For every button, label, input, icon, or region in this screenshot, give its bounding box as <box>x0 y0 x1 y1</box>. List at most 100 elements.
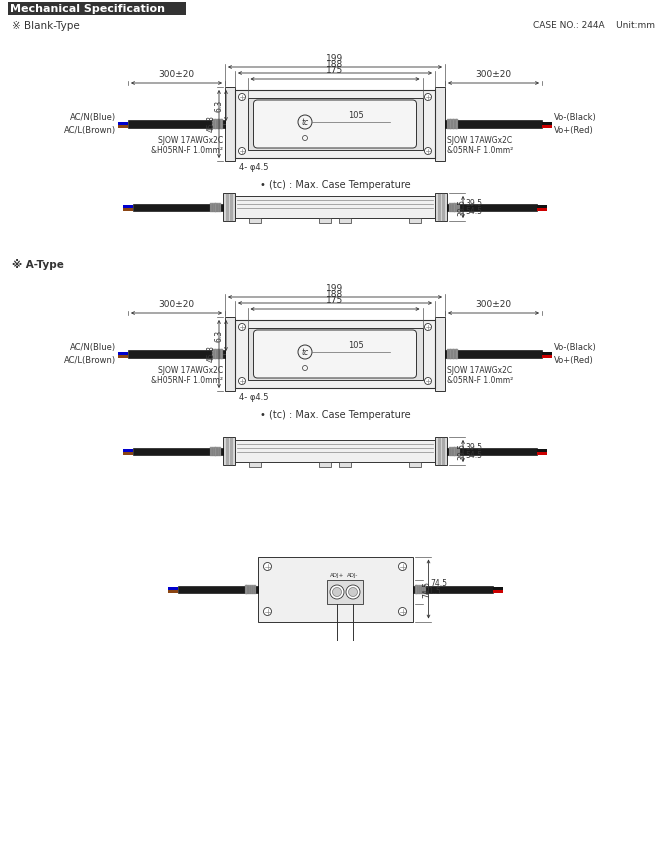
FancyBboxPatch shape <box>253 330 417 378</box>
Bar <box>225 317 235 391</box>
Bar <box>542 122 552 125</box>
Bar <box>225 87 235 161</box>
Text: 74.5: 74.5 <box>431 580 448 588</box>
Text: AC/L(Brown): AC/L(Brown) <box>64 356 116 365</box>
Circle shape <box>263 608 271 615</box>
Text: SJOW 17AWGx2C
&H05RN-F 1.0mm²: SJOW 17AWGx2C &H05RN-F 1.0mm² <box>151 136 223 155</box>
Text: 54.5: 54.5 <box>465 451 482 459</box>
Text: 21.5: 21.5 <box>425 587 442 597</box>
Circle shape <box>425 148 431 154</box>
Bar <box>423 585 425 593</box>
Bar <box>128 120 225 128</box>
Bar <box>452 119 454 129</box>
Bar <box>454 203 456 212</box>
Bar <box>221 349 223 359</box>
Bar <box>123 208 133 210</box>
Bar <box>448 349 450 359</box>
Text: 188: 188 <box>326 290 344 299</box>
Bar <box>133 447 223 455</box>
Bar <box>409 218 421 223</box>
Circle shape <box>330 585 344 599</box>
Bar <box>245 585 247 593</box>
Text: SJOW 17AWGx2C
&05RN-F 1.0mm²: SJOW 17AWGx2C &05RN-F 1.0mm² <box>447 136 513 155</box>
Bar <box>448 119 450 129</box>
Bar <box>456 446 458 456</box>
Text: Vo-(Black): Vo-(Black) <box>554 113 597 122</box>
Bar <box>253 585 255 593</box>
Bar <box>118 355 128 358</box>
Text: AC/N(Blue): AC/N(Blue) <box>70 343 116 352</box>
Bar <box>435 437 447 465</box>
Text: AC/L(Brown): AC/L(Brown) <box>64 126 116 135</box>
Bar <box>118 352 128 354</box>
Bar <box>212 119 214 129</box>
Bar <box>8 2 186 15</box>
Text: 4- φ4.5: 4- φ4.5 <box>239 163 269 172</box>
Bar <box>435 193 447 221</box>
Circle shape <box>425 377 431 385</box>
Text: 300±20: 300±20 <box>158 300 194 309</box>
Bar <box>454 446 456 456</box>
Text: 6.3: 6.3 <box>215 100 224 111</box>
Bar <box>219 203 221 212</box>
Bar <box>542 355 552 358</box>
Bar <box>447 447 537 455</box>
Bar <box>215 119 217 129</box>
Text: 4- φ4.5: 4- φ4.5 <box>239 393 269 402</box>
Bar <box>445 120 542 128</box>
Bar <box>168 590 178 592</box>
Circle shape <box>399 608 407 615</box>
Text: 105: 105 <box>348 111 364 120</box>
Bar <box>216 349 218 359</box>
Text: ※ A-Type: ※ A-Type <box>12 259 64 270</box>
Bar <box>453 203 455 212</box>
Bar <box>453 119 455 129</box>
Bar <box>218 119 220 129</box>
Text: 300±20: 300±20 <box>158 70 194 79</box>
Bar <box>221 119 223 129</box>
Bar <box>218 349 220 359</box>
Bar <box>217 446 219 456</box>
Bar <box>537 205 547 208</box>
Bar <box>178 586 257 592</box>
Text: 39.5: 39.5 <box>465 198 482 208</box>
Bar <box>252 585 254 593</box>
Bar <box>118 125 128 127</box>
Bar <box>223 193 235 221</box>
Text: AC/N(Blue): AC/N(Blue) <box>70 113 116 122</box>
Text: Vo+(Red): Vo+(Red) <box>554 356 594 365</box>
Bar <box>452 349 454 359</box>
Text: • (tc) : Max. Case Temperature: • (tc) : Max. Case Temperature <box>260 180 410 190</box>
Text: Mechanical Specification: Mechanical Specification <box>10 3 165 14</box>
FancyBboxPatch shape <box>253 100 417 148</box>
Text: 6.3: 6.3 <box>215 329 224 342</box>
Bar <box>214 446 216 456</box>
Bar <box>216 119 218 129</box>
Bar <box>537 452 547 455</box>
Bar <box>435 317 445 391</box>
Bar <box>435 87 445 161</box>
Bar <box>416 585 418 593</box>
Bar <box>421 585 423 593</box>
Bar <box>215 446 217 456</box>
Circle shape <box>239 148 245 154</box>
Bar <box>415 585 417 593</box>
Bar <box>449 446 451 456</box>
Circle shape <box>399 562 407 571</box>
Bar <box>454 119 456 129</box>
Bar <box>214 203 216 212</box>
Bar <box>257 556 413 621</box>
Bar <box>223 437 235 465</box>
Bar <box>248 585 250 593</box>
Text: 300±20: 300±20 <box>476 300 512 309</box>
Text: 39.5: 39.5 <box>465 442 482 452</box>
Text: tc: tc <box>302 117 309 127</box>
Bar <box>220 349 222 359</box>
Bar <box>319 218 331 223</box>
Bar <box>542 352 552 354</box>
Text: 188: 188 <box>326 60 344 69</box>
Bar <box>212 203 214 212</box>
Bar <box>123 205 133 208</box>
Text: SJOW 17AWGx2C
&H05RN-F 1.0mm²: SJOW 17AWGx2C &H05RN-F 1.0mm² <box>151 366 223 386</box>
Bar <box>449 203 451 212</box>
